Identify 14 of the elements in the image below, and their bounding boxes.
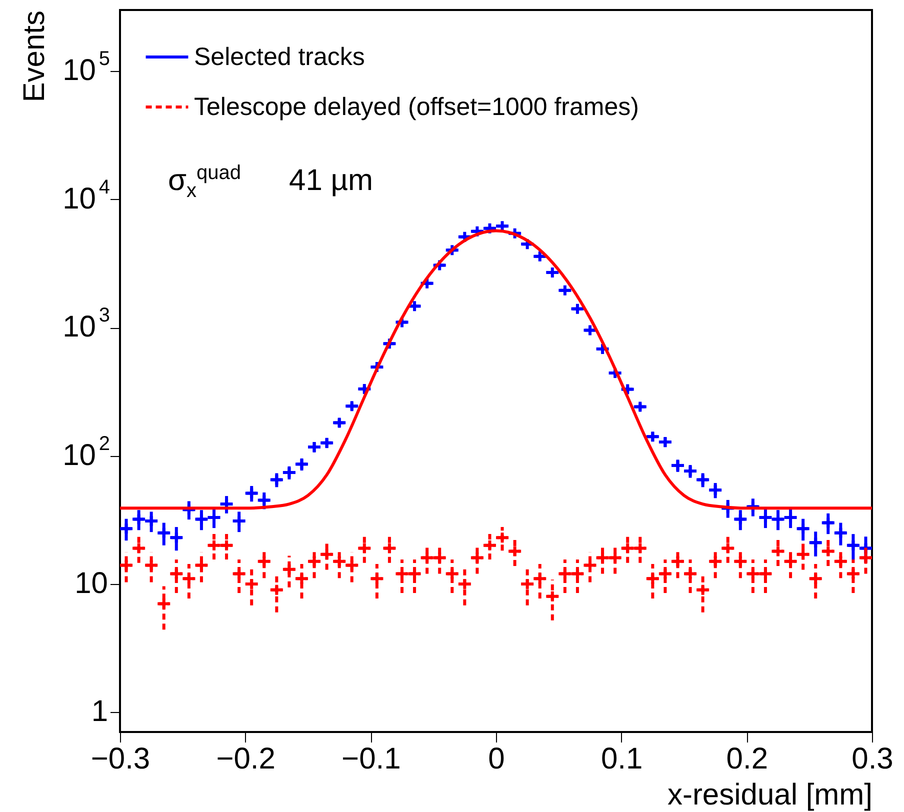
x-tick-label: −0.2 (216, 742, 276, 776)
legend-label: Selected tracks (194, 43, 365, 71)
y-tick-label: 10 (74, 566, 108, 600)
x-tick-label: 0.1 (600, 742, 643, 776)
x-tick-label: −0.1 (342, 742, 401, 776)
legend-label: Telescope delayed (offset=1000 frames) (194, 93, 639, 121)
y-tick-label: 1 (91, 695, 108, 728)
x-tick-label: 0.3 (852, 742, 894, 776)
y-axis-title: Events (18, 10, 51, 102)
x-axis-title: x-residual [mm] (667, 778, 872, 812)
annotation: 41 µm (289, 164, 373, 198)
x-tick-label: 0 (488, 742, 505, 776)
x-tick-label: 0.2 (726, 742, 768, 776)
x-tick-label: −0.3 (90, 742, 150, 776)
